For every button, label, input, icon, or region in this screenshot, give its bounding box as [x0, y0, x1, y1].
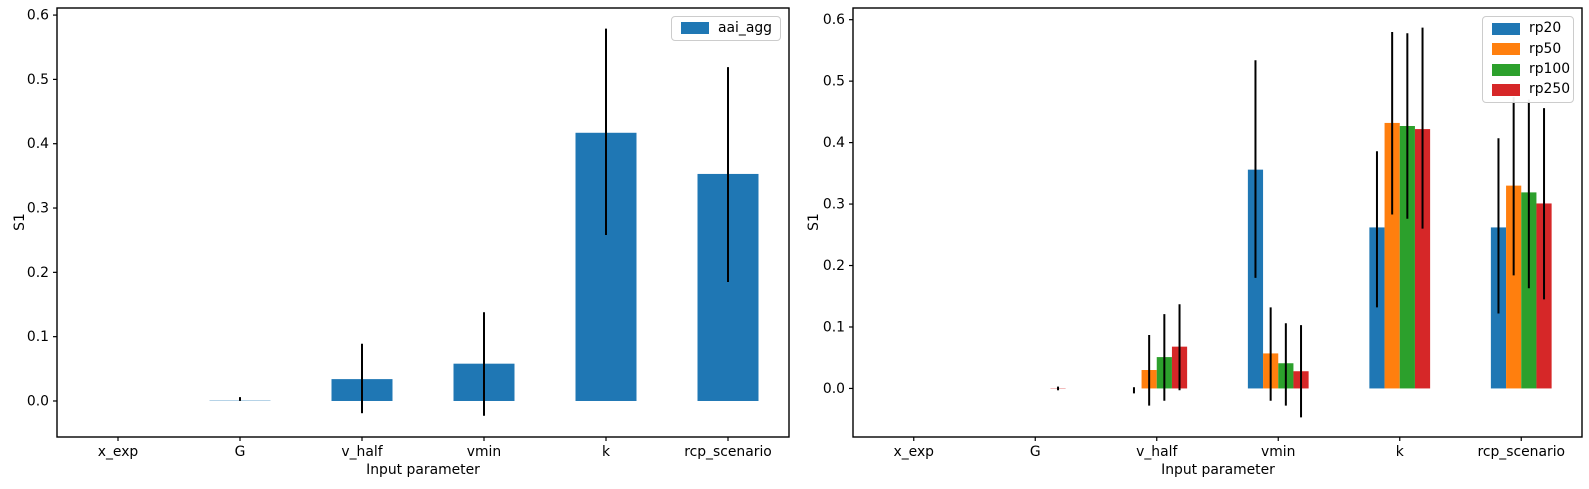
y-tick-label: 0.3 [823, 197, 845, 213]
legend-label-rp250: rp250 [1529, 81, 1571, 98]
bar-rp50-k [1384, 122, 1400, 389]
x-tick-label: vmin [1261, 444, 1295, 460]
right-y-axis-label: S1 [806, 213, 822, 231]
legend-item-rp20: rp20 [1492, 21, 1564, 36]
bar-rp100-rcp_scenario [1521, 192, 1537, 389]
x-tick-label: rcp_scenario [1477, 444, 1565, 460]
x-tick-label: x_exp [98, 444, 139, 460]
legend-item-aai_agg: aai_agg [681, 19, 772, 36]
y-tick-label: 0.5 [27, 72, 49, 88]
y-tick-label: 0.3 [27, 200, 49, 216]
x-tick-label: v_half [341, 444, 383, 460]
legend-label-rp20: rp20 [1529, 20, 1562, 37]
x-tick-label: k [1396, 444, 1404, 460]
x-tick-label: v_half [1136, 444, 1178, 460]
y-tick-label: 0.2 [27, 265, 49, 281]
legend-item-rp250: rp250 [1492, 81, 1570, 97]
y-tick-label: 0.6 [823, 12, 845, 28]
legend-item-rp100: rp100 [1492, 61, 1570, 77]
left-axes-spines [56, 7, 790, 438]
left-chart-legend: aai_agg [671, 16, 781, 41]
x-tick-label: x_exp [893, 444, 934, 460]
y-tick-label: 0.4 [823, 135, 845, 151]
bar-rp250-k [1414, 129, 1431, 389]
y-tick-label: 0.6 [27, 8, 49, 24]
bar-rp50-rcp_scenario [1506, 185, 1522, 389]
y-tick-label: 0.0 [27, 393, 49, 409]
bar-rp20-k [1369, 227, 1385, 389]
y-tick-label: 0.1 [823, 319, 845, 335]
x-tick-label: vmin [467, 444, 501, 460]
legend-swatch-rp100 [1492, 63, 1520, 76]
left-y-axis-label: S1 [12, 213, 28, 231]
right-chart-legend: rp20 rp50 rp100 rp250 [1482, 16, 1574, 103]
y-tick-label: 0.2 [823, 258, 845, 274]
x-tick-label: G [1030, 444, 1041, 460]
legend-label-aai_agg: aai_agg [718, 19, 772, 36]
y-tick-label: 0.4 [27, 136, 49, 152]
y-tick-label: 0.5 [823, 74, 845, 90]
x-tick-label: G [235, 444, 246, 460]
right-x-axis-label: Input parameter [1161, 462, 1275, 478]
bar-rp20-vmin [1247, 169, 1264, 389]
y-tick-label: 0.1 [27, 329, 49, 345]
legend-label-rp50: rp50 [1529, 40, 1562, 57]
legend-swatch-rp250 [1492, 83, 1520, 96]
legend-swatch-rp20 [1492, 23, 1520, 36]
bar-rp100-k [1399, 126, 1415, 389]
x-tick-label: rcp_scenario [684, 444, 772, 460]
x-tick-label: k [602, 444, 610, 460]
left-x-axis-label: Input parameter [366, 462, 480, 478]
legend-swatch-rp50 [1492, 43, 1520, 56]
legend-item-rp50: rp50 [1492, 40, 1564, 57]
legend-swatch-aai_agg [681, 22, 709, 35]
legend-label-rp100: rp100 [1529, 60, 1571, 77]
y-tick-label: 0.0 [823, 381, 845, 397]
right-axes-spines [852, 7, 1583, 438]
